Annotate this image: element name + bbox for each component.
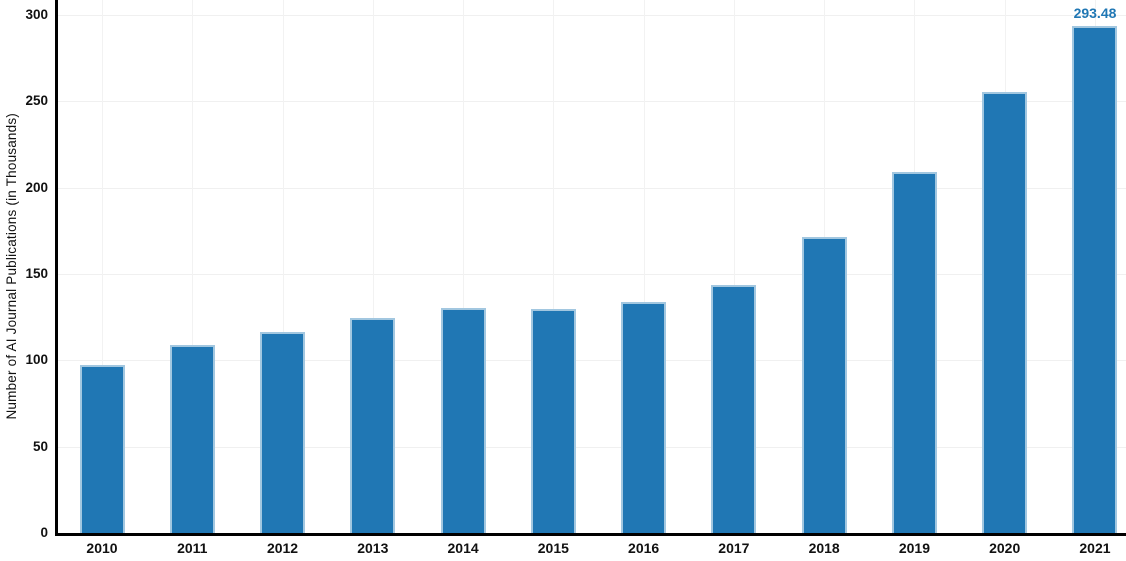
bar-2010 bbox=[79, 364, 125, 533]
y-tick-200: 200 bbox=[25, 179, 48, 195]
y-axis-line bbox=[55, 0, 58, 536]
v-gridline-2011 bbox=[192, 0, 194, 533]
x-tick-2019: 2019 bbox=[898, 540, 930, 556]
bar-2014 bbox=[440, 307, 486, 533]
y-tick-100: 100 bbox=[25, 352, 48, 368]
v-gridline-2013 bbox=[372, 0, 374, 533]
y-tick-250: 250 bbox=[25, 93, 48, 109]
x-tick-2010: 2010 bbox=[86, 540, 118, 556]
h-gridline-150 bbox=[57, 274, 1126, 275]
bar-2015 bbox=[530, 308, 576, 533]
x-tick-2014: 2014 bbox=[447, 540, 479, 556]
v-gridline-2014 bbox=[463, 0, 465, 533]
bar-2011 bbox=[169, 344, 215, 533]
x-tick-2021: 2021 bbox=[1079, 540, 1111, 556]
y-tick-50: 50 bbox=[32, 438, 48, 454]
y-tick-300: 300 bbox=[25, 7, 48, 22]
y-tick-150: 150 bbox=[25, 266, 48, 281]
x-tick-2017: 2017 bbox=[718, 540, 750, 556]
bar-2018 bbox=[801, 237, 847, 533]
x-tick-2016: 2016 bbox=[628, 540, 660, 556]
x-tick-2018: 2018 bbox=[808, 540, 840, 556]
x-tick-2011: 2011 bbox=[177, 540, 208, 556]
y-tick-0: 0 bbox=[40, 525, 48, 540]
x-axis-line bbox=[55, 533, 1126, 536]
v-gridline-2016 bbox=[643, 0, 645, 533]
bar-2017 bbox=[711, 285, 757, 533]
v-gridline-2017 bbox=[733, 0, 735, 533]
bar-value-label: 293.48 bbox=[1073, 5, 1117, 21]
x-tick-2015: 2015 bbox=[537, 540, 569, 556]
bar-2013 bbox=[350, 317, 396, 533]
v-gridline-2012 bbox=[282, 0, 284, 533]
v-gridline-2010 bbox=[102, 0, 103, 533]
h-gridline-250 bbox=[57, 101, 1126, 103]
x-tick-2020: 2020 bbox=[989, 540, 1021, 556]
bar-2019 bbox=[891, 172, 937, 533]
bar-2012 bbox=[260, 331, 306, 533]
x-tick-2013: 2013 bbox=[357, 540, 389, 556]
h-gridline-100 bbox=[57, 360, 1126, 362]
bar-2020 bbox=[982, 92, 1028, 533]
bar-2021 bbox=[1072, 26, 1118, 533]
v-gridline-2015 bbox=[553, 0, 555, 533]
h-gridline-50 bbox=[57, 446, 1126, 448]
x-tick-2012: 2012 bbox=[266, 540, 299, 556]
h-gridline-200 bbox=[57, 187, 1126, 189]
bar-2016 bbox=[621, 302, 667, 533]
h-gridline-300 bbox=[57, 15, 1126, 16]
